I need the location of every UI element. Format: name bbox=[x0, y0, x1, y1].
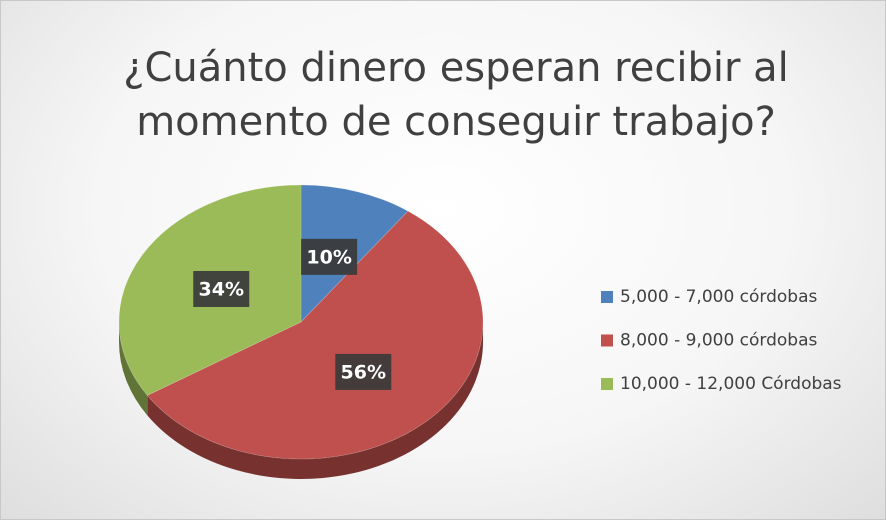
legend-label: 10,000 - 12,000 Córdobas bbox=[620, 374, 842, 394]
value-label-box bbox=[301, 238, 358, 275]
value-label: 34% bbox=[199, 278, 244, 300]
value-label: 56% bbox=[341, 361, 386, 383]
legend-swatch bbox=[601, 291, 613, 303]
slice-side bbox=[147, 322, 483, 479]
slice bbox=[146, 210, 484, 460]
slice-side bbox=[119, 322, 148, 416]
value-label: 10% bbox=[306, 246, 351, 268]
value-label-box bbox=[193, 270, 250, 307]
legend-swatch bbox=[601, 378, 613, 390]
legend-label: 5,000 - 7,000 córdobas bbox=[620, 287, 818, 307]
legend-swatch bbox=[601, 334, 613, 347]
chart-title: ¿Cuánto dinero esperan recibir al moment… bbox=[123, 45, 789, 145]
value-label-box bbox=[335, 353, 392, 390]
legend-label: 8,000 - 9,000 córdobas bbox=[620, 331, 818, 351]
